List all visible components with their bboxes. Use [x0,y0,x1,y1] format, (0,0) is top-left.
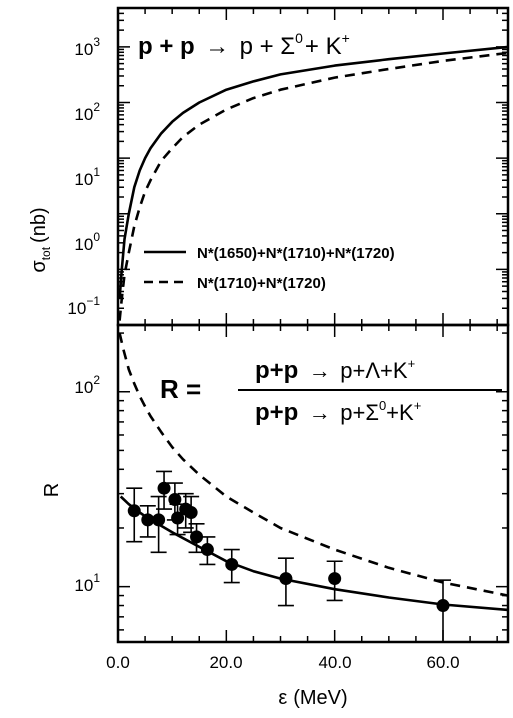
bottom-plot-frame [116,323,510,644]
data-point [171,511,185,525]
top-ytick-label-100: 102 [74,100,100,124]
series-line-solid [119,495,509,612]
data-point [157,481,171,495]
equation-denominator: p+p → p+Σ0+K+ [255,398,421,426]
series-line-dashed [118,51,509,321]
data-point [190,530,204,544]
legend-solid-label: N*(1650)+N*(1710)+N*(1720) [197,245,395,262]
data-point [168,492,182,506]
ratio-equation: R = p+p → p+Λ+K+ p+p → p+Σ0+K+ [160,356,502,426]
series-line-solid [118,45,509,299]
bottom-ytick-label-100: 102 [74,373,100,397]
top-ytick-label-1: 100 [74,230,100,254]
bottom-curves [118,332,509,612]
xlabel: ε (MeV) [278,687,347,709]
data-point [184,506,198,520]
data-point [279,572,293,586]
bottom-data-points [126,470,451,643]
xtick-label-20: 20.0 [209,653,242,672]
data-point [127,504,141,518]
top-ytick-label-10: 101 [74,165,100,189]
xtick-label-0: 0.0 [106,653,130,672]
data-point [436,599,450,613]
data-point [200,543,214,557]
data-point [152,513,166,527]
equation-numerator: p+p → p+Λ+K+ [255,356,415,384]
xtick-label-60: 60.0 [426,653,459,672]
bottom-panel: 102 101 R 0.0 20.0 40.0 60.0 ε (MeV) R = … [41,323,510,709]
xtick-label-40: 40.0 [318,653,351,672]
data-point [141,513,155,527]
data-point [225,557,239,571]
top-ytick-label-0.1: 10−1 [67,294,100,318]
equation-lhs: R = [160,374,201,404]
top-panel: 103 102 101 100 10−1 σtot(nb) p + p → p … [28,6,510,327]
data-point [328,572,342,586]
top-curves [118,45,509,321]
bottom-ylabel: R [41,483,63,497]
bottom-ytick-label-10: 101 [74,571,100,595]
top-ylabel: σtot(nb) [28,207,53,272]
series-line-dashed [118,332,509,597]
legend-dashed-label: N*(1710)+N*(1720) [197,275,326,292]
top-ytick-label-1000: 103 [74,35,100,59]
top-reaction-title: p + p → p + Σ0+ K+ [138,30,350,60]
